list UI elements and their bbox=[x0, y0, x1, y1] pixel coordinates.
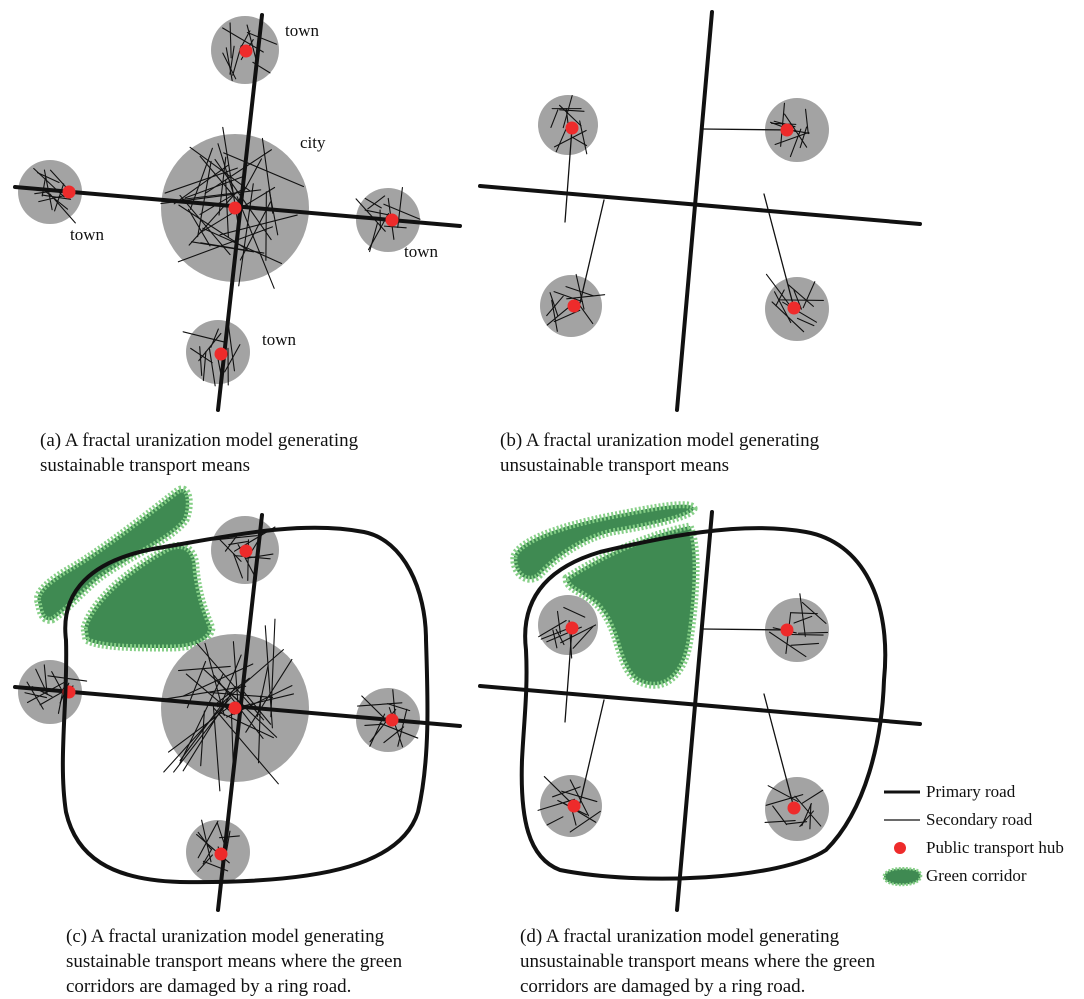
hub-town-ne bbox=[781, 124, 794, 137]
hub-town-se bbox=[788, 302, 801, 315]
caption-a-line2: sustainable transport means bbox=[40, 453, 358, 478]
hub-town-ne bbox=[781, 624, 794, 637]
primary-road-vertical bbox=[677, 12, 712, 410]
town-label-a-left: town bbox=[70, 225, 105, 244]
caption-c-line1: (c) A fractal uranization model generati… bbox=[66, 924, 402, 949]
hub-town-right bbox=[386, 714, 399, 727]
caption-d-line3: corridors are damaged by a ring road. bbox=[520, 974, 875, 999]
legend-primary-road-label: Primary road bbox=[926, 782, 1015, 802]
primary-road-swatch bbox=[880, 780, 926, 804]
hub-town-bottom bbox=[215, 348, 228, 361]
caption-c: (c) A fractal uranization model generati… bbox=[66, 924, 402, 999]
caption-c-line2: sustainable transport means where the gr… bbox=[66, 949, 402, 974]
primary-road-horizontal bbox=[480, 686, 920, 724]
panel-a bbox=[15, 15, 460, 410]
city-label-a: city bbox=[300, 133, 326, 152]
hub-city bbox=[229, 702, 242, 715]
caption-a: (a) A fractal uranization model generati… bbox=[40, 428, 358, 478]
street bbox=[798, 632, 827, 633]
hub-town-nw bbox=[566, 622, 579, 635]
hub-town-sw bbox=[568, 800, 581, 813]
street bbox=[790, 634, 823, 635]
legend-primary-road: Primary road bbox=[880, 780, 1080, 804]
caption-c-line3: corridors are damaged by a ring road. bbox=[66, 974, 402, 999]
legend-secondary-road-label: Secondary road bbox=[926, 810, 1032, 830]
hub-town-left bbox=[63, 186, 76, 199]
legend-green-corridor: Green corridor bbox=[880, 864, 1080, 888]
panel-b bbox=[480, 12, 920, 410]
legend-hub: Public transport hub bbox=[880, 836, 1080, 860]
primary-road-horizontal bbox=[480, 186, 920, 224]
town-ne bbox=[765, 594, 829, 662]
hub-town-right bbox=[386, 214, 399, 227]
hub-town-bottom bbox=[215, 848, 228, 861]
caption-d-line1: (d) A fractal uranization model generati… bbox=[520, 924, 875, 949]
secondary-road-swatch bbox=[880, 808, 926, 832]
town-label-a-bottom: town bbox=[262, 330, 297, 349]
hub-town-sw bbox=[568, 300, 581, 313]
panel-d bbox=[480, 505, 920, 910]
legend-green-corridor-label: Green corridor bbox=[926, 866, 1027, 886]
hub-town-se bbox=[788, 802, 801, 815]
hub-town-top bbox=[240, 545, 253, 558]
hub-town-nw bbox=[566, 122, 579, 135]
caption-d-line2: unsustainable transport means where the … bbox=[520, 949, 875, 974]
town-label-a-right: town bbox=[404, 242, 439, 261]
hub-swatch bbox=[880, 836, 926, 860]
caption-b-line1: (b) A fractal uranization model generati… bbox=[500, 428, 819, 453]
caption-d: (d) A fractal uranization model generati… bbox=[520, 924, 875, 999]
caption-a-line1: (a) A fractal uranization model generati… bbox=[40, 428, 358, 453]
legend-hub-label: Public transport hub bbox=[926, 838, 1064, 858]
green-corridor-swatch bbox=[880, 864, 926, 888]
town-label-a-top: town bbox=[285, 21, 320, 40]
caption-b: (b) A fractal uranization model generati… bbox=[500, 428, 819, 478]
panel-c bbox=[15, 489, 460, 910]
hub-city bbox=[229, 202, 242, 215]
hub-town-top bbox=[240, 45, 253, 58]
legend: Primary road Secondary road Public trans… bbox=[880, 780, 1080, 910]
caption-b-line2: unsustainable transport means bbox=[500, 453, 819, 478]
legend-secondary-road: Secondary road bbox=[880, 808, 1080, 832]
